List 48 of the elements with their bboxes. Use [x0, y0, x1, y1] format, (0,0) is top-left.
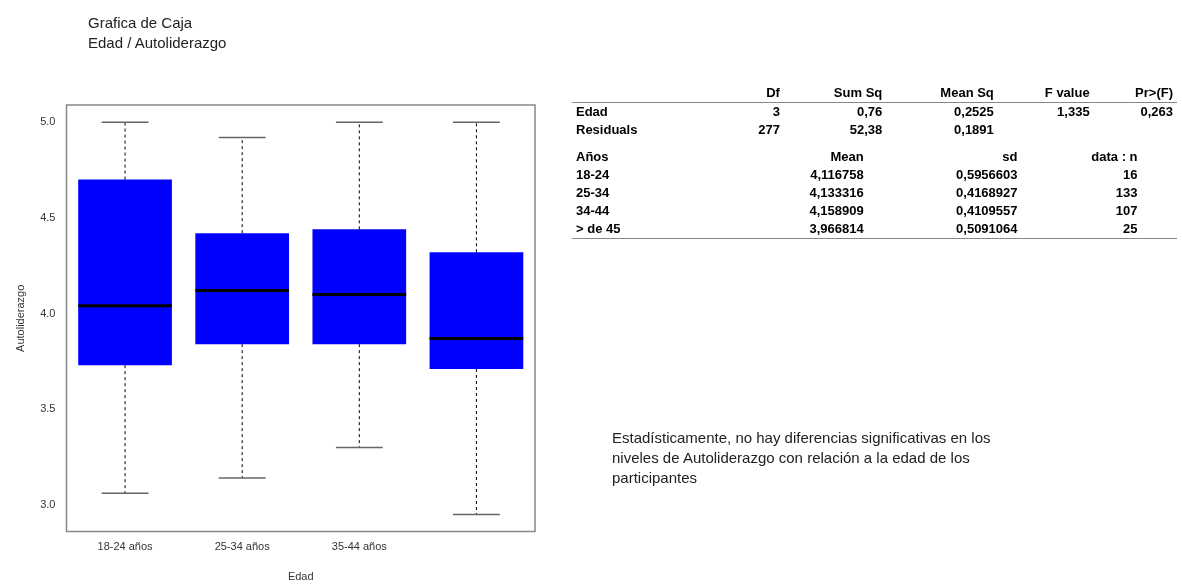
category-label: Edad [576, 104, 608, 119]
chart-title: Grafica de Caja [88, 14, 193, 31]
category-label: 34-44 [576, 203, 610, 218]
y-tick-label: 3.0 [40, 497, 56, 510]
text: 4,133316 [809, 185, 864, 200]
x-tick-label: 25-34 años [214, 540, 271, 553]
text: 1,335 [1057, 104, 1090, 119]
text: 3,966814 [809, 221, 864, 236]
text: 133 [1115, 185, 1138, 200]
text: 107 [1115, 203, 1138, 218]
chart-subtitle: Edad / Autoliderazgo [88, 34, 227, 51]
category-label: Mean Sq [886, 84, 998, 103]
category-label: > de 45 [576, 221, 621, 236]
category-label: 18-24 [576, 167, 610, 182]
text: 25 [1123, 221, 1138, 236]
text: 277 [758, 122, 780, 137]
category-label: data : n [1090, 148, 1139, 166]
category-label: F value [997, 84, 1094, 103]
y-tick-label: 4.5 [40, 210, 56, 223]
text: 16 [1123, 167, 1138, 182]
text: 4,158909 [809, 203, 864, 218]
category-label: 25-34 [576, 185, 610, 200]
y-axis-title: Autoliderazgo [13, 284, 26, 352]
text: 3 [772, 104, 780, 119]
text: 0,5091064 [956, 221, 1018, 236]
y-tick-label: 4.0 [40, 306, 56, 319]
text: 0,4109557 [956, 203, 1018, 218]
text: 4,116758 [810, 167, 864, 182]
text: Años [575, 148, 610, 166]
text: 0,2525 [954, 104, 994, 119]
text: 0,76 [856, 104, 883, 119]
text: Estadísticamente, no hay diferencias significativas en los niveles de Autoliderazgo con relación a la edad de los participantes [612, 428, 992, 488]
category-label: Residuals [576, 122, 638, 137]
x-tick-label: 18-24 años [97, 540, 154, 553]
y-tick-label: 3.5 [40, 402, 56, 415]
y-tick-label: 5.0 [40, 115, 56, 128]
category-label: sd [1001, 148, 1019, 166]
text: 0,4168927 [956, 185, 1018, 200]
x-tick-label: 35-44 años [331, 540, 388, 553]
category-label: Df [730, 84, 784, 103]
text: 0,1891 [954, 122, 994, 137]
text: 0,263 [1140, 104, 1173, 119]
category-label: Mean [829, 148, 865, 166]
text: 52,38 [849, 122, 883, 137]
category-label: Sum Sq [783, 84, 887, 103]
text: 0,5956603 [956, 167, 1018, 182]
x-axis-title: Edad [287, 570, 314, 583]
category-label: Pr>(F) [1093, 84, 1177, 103]
